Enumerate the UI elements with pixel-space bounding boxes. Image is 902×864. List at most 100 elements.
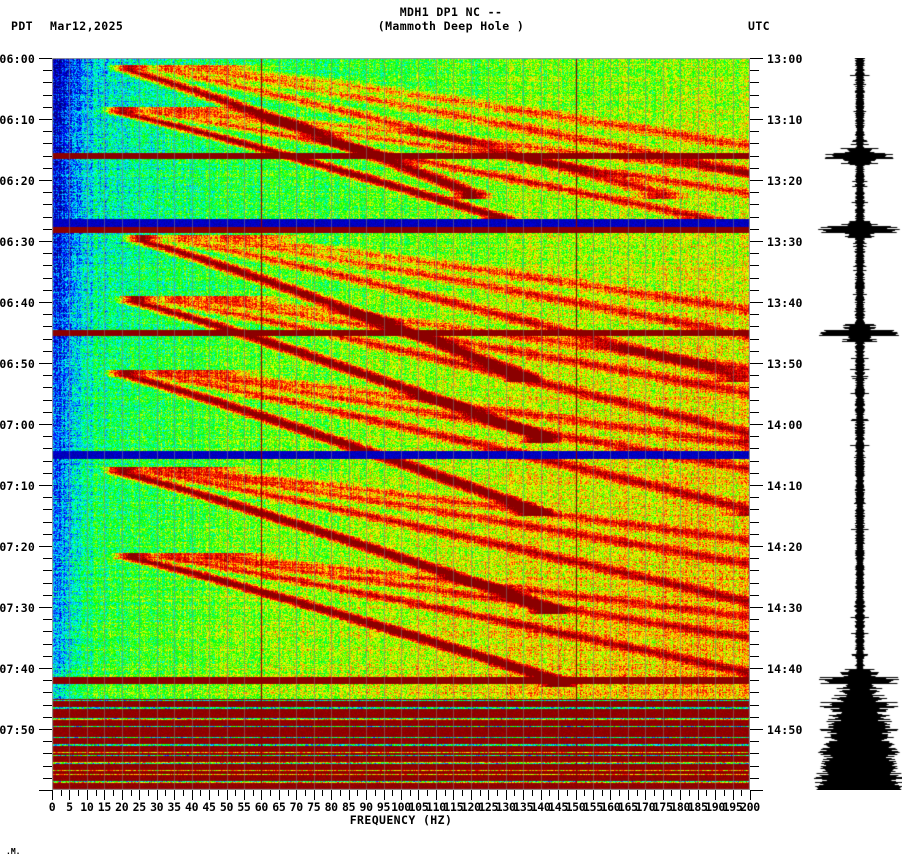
freq-axis-label: 115 bbox=[443, 800, 464, 814]
axis-tick-major bbox=[39, 485, 52, 486]
axis-tick-minor bbox=[750, 106, 759, 108]
freq-tick-major bbox=[139, 790, 141, 800]
freq-axis-label: 100 bbox=[391, 800, 411, 814]
axis-tick-minor bbox=[43, 192, 52, 194]
axis-time-label: 13:50 bbox=[767, 357, 803, 371]
axis-tick-minor bbox=[43, 497, 52, 499]
freq-tick-major bbox=[401, 790, 402, 800]
axis-tick-minor bbox=[750, 375, 759, 377]
axis-tick-minor bbox=[43, 582, 52, 584]
freq-tick-minor bbox=[95, 790, 97, 796]
freq-axis-label: 10 bbox=[80, 800, 94, 814]
axis-tick-minor bbox=[43, 570, 52, 572]
axis-tick-minor bbox=[750, 753, 759, 755]
freq-tick-minor bbox=[549, 790, 551, 796]
spectrogram-canvas[interactable] bbox=[52, 58, 750, 790]
axis-tick-minor bbox=[750, 204, 759, 206]
freq-axis-label: 15 bbox=[97, 800, 112, 814]
freq-axis-label: 180 bbox=[670, 800, 691, 814]
axis-tick-minor bbox=[750, 619, 759, 621]
axis-tick-minor bbox=[750, 143, 759, 145]
freq-tick-minor bbox=[584, 790, 586, 796]
axis-tick-major bbox=[750, 668, 763, 669]
axis-tick-minor bbox=[43, 167, 52, 169]
freq-tick-major bbox=[156, 790, 158, 800]
freq-tick-minor bbox=[427, 790, 429, 796]
freq-axis-label: 85 bbox=[342, 800, 356, 814]
freq-axis-label: 165 bbox=[617, 800, 638, 814]
freq-tick-minor bbox=[444, 790, 446, 796]
freq-tick-major bbox=[278, 790, 280, 800]
axis-tick-major bbox=[750, 607, 763, 608]
freq-axis-label: 105 bbox=[408, 800, 429, 814]
freq-tick-minor bbox=[479, 790, 481, 796]
axis-tick-minor bbox=[43, 326, 52, 328]
axis-tick-major bbox=[750, 119, 763, 120]
timezone-label-right: UTC bbox=[748, 19, 770, 33]
axis-time-label: 13:20 bbox=[767, 174, 803, 188]
freq-tick-major bbox=[435, 790, 437, 800]
freq-tick-minor bbox=[113, 790, 115, 796]
freq-axis-label: 40 bbox=[184, 800, 199, 814]
axis-tick-minor bbox=[750, 253, 759, 255]
freq-tick-minor bbox=[392, 790, 394, 796]
freq-tick-minor bbox=[706, 790, 708, 796]
axis-tick-minor bbox=[43, 765, 52, 767]
freq-axis-label: 150 bbox=[565, 800, 586, 814]
axis-tick-minor bbox=[750, 472, 759, 474]
axis-time-label: 13:00 bbox=[767, 52, 803, 66]
freq-axis-label: 45 bbox=[202, 800, 216, 814]
axis-time-label: 07:20 bbox=[0, 540, 35, 554]
axis-tick-major bbox=[750, 58, 763, 59]
axis-time-label: 06:00 bbox=[0, 52, 35, 66]
freq-tick-minor bbox=[601, 790, 603, 796]
axis-time-label: 14:40 bbox=[767, 662, 803, 676]
axis-tick-major bbox=[39, 424, 52, 425]
freq-tick-major bbox=[662, 790, 664, 800]
axis-time-label: 07:50 bbox=[0, 723, 35, 737]
freq-tick-major bbox=[540, 790, 542, 800]
axis-tick-minor bbox=[43, 82, 52, 84]
axis-tick-minor bbox=[43, 411, 52, 413]
axis-tick-minor bbox=[43, 265, 52, 267]
axis-tick-minor bbox=[750, 277, 759, 279]
axis-tick-minor bbox=[43, 716, 52, 718]
axis-time-label: 06:40 bbox=[0, 296, 35, 310]
freq-tick-major bbox=[453, 790, 455, 800]
seismogram-trace-canvas bbox=[812, 58, 902, 790]
axis-time-label: 13:40 bbox=[767, 296, 803, 310]
spectrogram-panel[interactable] bbox=[52, 58, 750, 790]
freq-axis-label: 185 bbox=[687, 800, 708, 814]
axis-tick-minor bbox=[43, 399, 52, 401]
freq-tick-minor bbox=[741, 790, 743, 796]
axis-time-label: 06:50 bbox=[0, 357, 35, 371]
freq-tick-major bbox=[261, 790, 263, 800]
axis-tick-minor bbox=[43, 106, 52, 108]
freq-axis-label: 55 bbox=[237, 800, 251, 814]
freq-tick-minor bbox=[636, 790, 638, 796]
freq-tick-major bbox=[523, 790, 525, 800]
axis-tick-minor bbox=[750, 716, 759, 718]
axis-tick-minor bbox=[750, 387, 759, 389]
freq-tick-minor bbox=[723, 790, 725, 796]
axis-tick-minor bbox=[43, 460, 52, 462]
axis-tick-major bbox=[750, 241, 763, 242]
freq-tick-major bbox=[174, 790, 176, 800]
axis-tick-minor bbox=[43, 338, 52, 340]
axis-tick-minor bbox=[43, 387, 52, 389]
freq-tick-minor bbox=[357, 790, 359, 796]
freq-tick-minor bbox=[671, 790, 673, 796]
freq-tick-major bbox=[732, 790, 734, 800]
freq-axis-label: 170 bbox=[635, 800, 656, 814]
axis-tick-major bbox=[750, 790, 763, 791]
axis-tick-minor bbox=[750, 509, 759, 511]
axis-tick-minor bbox=[43, 472, 52, 474]
freq-axis-label: 30 bbox=[150, 800, 164, 814]
freq-tick-major bbox=[52, 790, 53, 800]
axis-tick-minor bbox=[750, 131, 759, 133]
axis-tick-minor bbox=[43, 204, 52, 206]
axis-tick-minor bbox=[43, 289, 52, 291]
axis-tick-minor bbox=[750, 167, 759, 169]
axis-tick-minor bbox=[750, 558, 759, 560]
axis-tick-minor bbox=[43, 228, 52, 230]
